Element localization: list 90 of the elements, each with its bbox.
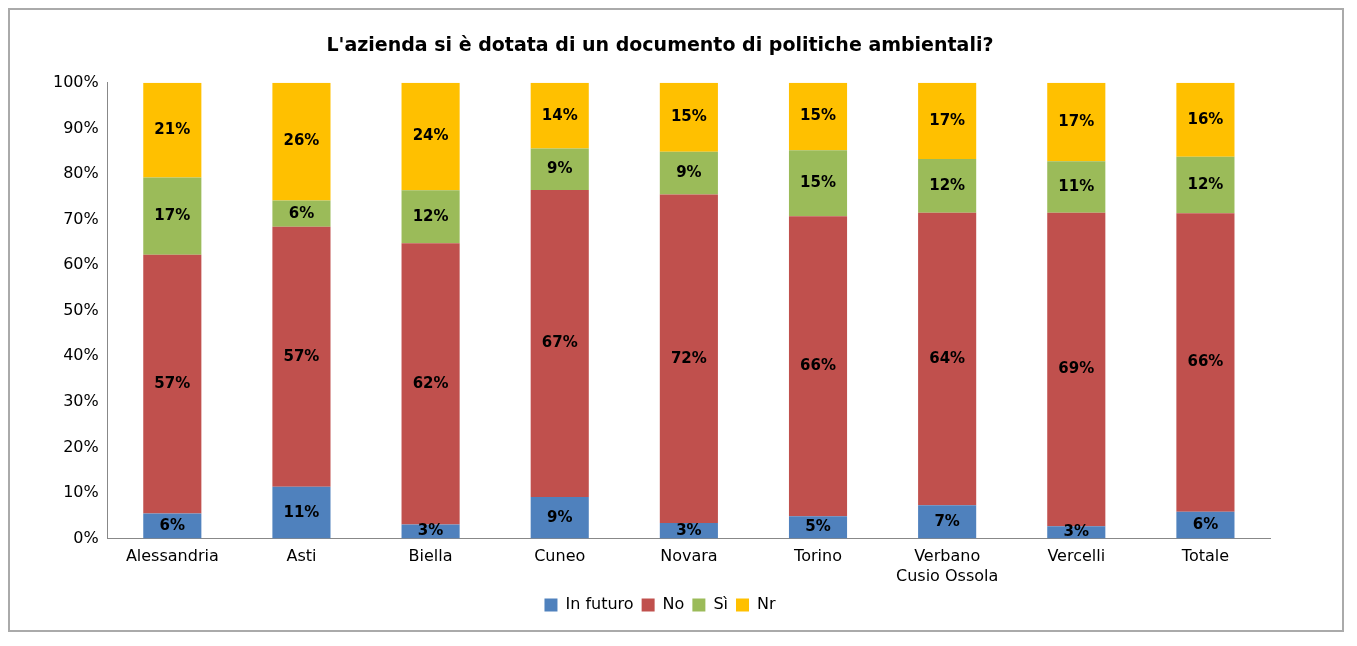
bar	[530, 82, 589, 149]
bar	[272, 226, 331, 487]
bar	[530, 148, 589, 190]
bar	[1176, 82, 1235, 157]
data-label: 17%	[929, 110, 966, 129]
bar	[918, 82, 977, 159]
data-label: 6%	[159, 515, 186, 534]
data-label: 9%	[676, 162, 702, 181]
data-label: 3%	[1063, 522, 1090, 541]
bar	[1047, 82, 1106, 162]
bar	[272, 200, 331, 227]
x-tick-label: Cuneo	[534, 546, 586, 566]
data-label: 17%	[1058, 111, 1095, 130]
data-label: 11%	[1058, 176, 1095, 195]
bar	[659, 82, 718, 152]
y-tick-label: 0%	[73, 527, 99, 547]
bar	[143, 82, 202, 178]
data-label: 26%	[283, 131, 320, 150]
data-label: 9%	[547, 507, 573, 526]
bar	[1176, 213, 1235, 512]
data-label: 24%	[412, 126, 449, 145]
data-label: 62%	[412, 373, 449, 392]
y-tick-label: 10%	[63, 482, 99, 502]
data-label: 16%	[1187, 109, 1224, 128]
y-tick-label: 80%	[63, 163, 99, 183]
data-label: 15%	[670, 107, 707, 126]
bar	[788, 150, 848, 217]
bar	[272, 486, 331, 539]
x-tick-label: Asti	[286, 546, 317, 566]
data-label: 12%	[929, 175, 966, 194]
legend-label: Nr	[756, 594, 776, 614]
data-label: 7%	[934, 511, 960, 530]
data-label: 9%	[547, 159, 573, 178]
data-label: 57%	[154, 373, 191, 392]
data-label: 17%	[154, 206, 191, 225]
bar	[530, 189, 589, 498]
bar	[788, 216, 848, 517]
bar	[788, 82, 848, 151]
y-tick-label: 100%	[52, 71, 99, 91]
bar	[659, 151, 718, 195]
bar	[143, 177, 202, 255]
bar	[401, 190, 460, 244]
bar	[401, 243, 460, 525]
y-tick-label: 60%	[63, 254, 99, 274]
data-label: 64%	[929, 348, 966, 367]
data-label: 15%	[800, 106, 836, 125]
data-label: 66%	[800, 356, 836, 375]
legend-label: No	[662, 594, 685, 614]
data-label: 11%	[283, 502, 320, 521]
data-label: 6%	[1192, 515, 1219, 534]
data-label: 67%	[541, 333, 578, 352]
y-tick-label: 70%	[63, 208, 99, 228]
y-tick-label: 40%	[63, 345, 99, 365]
x-tick-label: Biella	[408, 546, 453, 566]
chart-title: L'azienda si è dotata di un documento di politiche ambientali?	[326, 33, 994, 56]
legend-label: Sì	[713, 594, 728, 614]
bar	[401, 82, 460, 191]
bar	[918, 212, 977, 506]
data-label: 57%	[283, 346, 320, 365]
data-label: 12%	[412, 206, 449, 225]
bar	[1176, 156, 1235, 214]
y-tick-label: 90%	[63, 117, 99, 137]
x-tick-label: Totale	[1180, 546, 1230, 566]
bar	[659, 194, 718, 524]
bar	[918, 158, 977, 213]
x-tick-label: Vercelli	[1047, 546, 1106, 566]
data-label: 14%	[541, 105, 578, 124]
data-label: 3%	[417, 521, 444, 540]
bar	[1047, 161, 1106, 213]
bar	[272, 82, 331, 201]
bar	[530, 497, 589, 539]
bar	[918, 505, 977, 539]
data-label: 12%	[1187, 174, 1224, 193]
data-label: 6%	[288, 203, 315, 222]
y-tick-label: 30%	[63, 391, 99, 411]
bar	[143, 254, 202, 514]
y-tick-label: 20%	[63, 436, 99, 456]
data-label: 69%	[1058, 359, 1095, 378]
data-label: 21%	[154, 120, 191, 139]
data-label: 72%	[670, 348, 707, 367]
legend-label: In futuro	[565, 594, 634, 614]
data-label: 15%	[800, 173, 836, 192]
data-label: 3%	[676, 520, 702, 539]
x-tick-label: Verbano Cusio Ossola	[896, 546, 999, 585]
x-tick-label: Torino	[793, 546, 842, 566]
data-label: 66%	[1187, 352, 1224, 371]
x-tick-label: Novara	[660, 546, 718, 566]
x-tick-label: Alessandria	[125, 546, 219, 566]
data-label: 5%	[805, 517, 831, 536]
y-tick-label: 50%	[63, 299, 99, 319]
